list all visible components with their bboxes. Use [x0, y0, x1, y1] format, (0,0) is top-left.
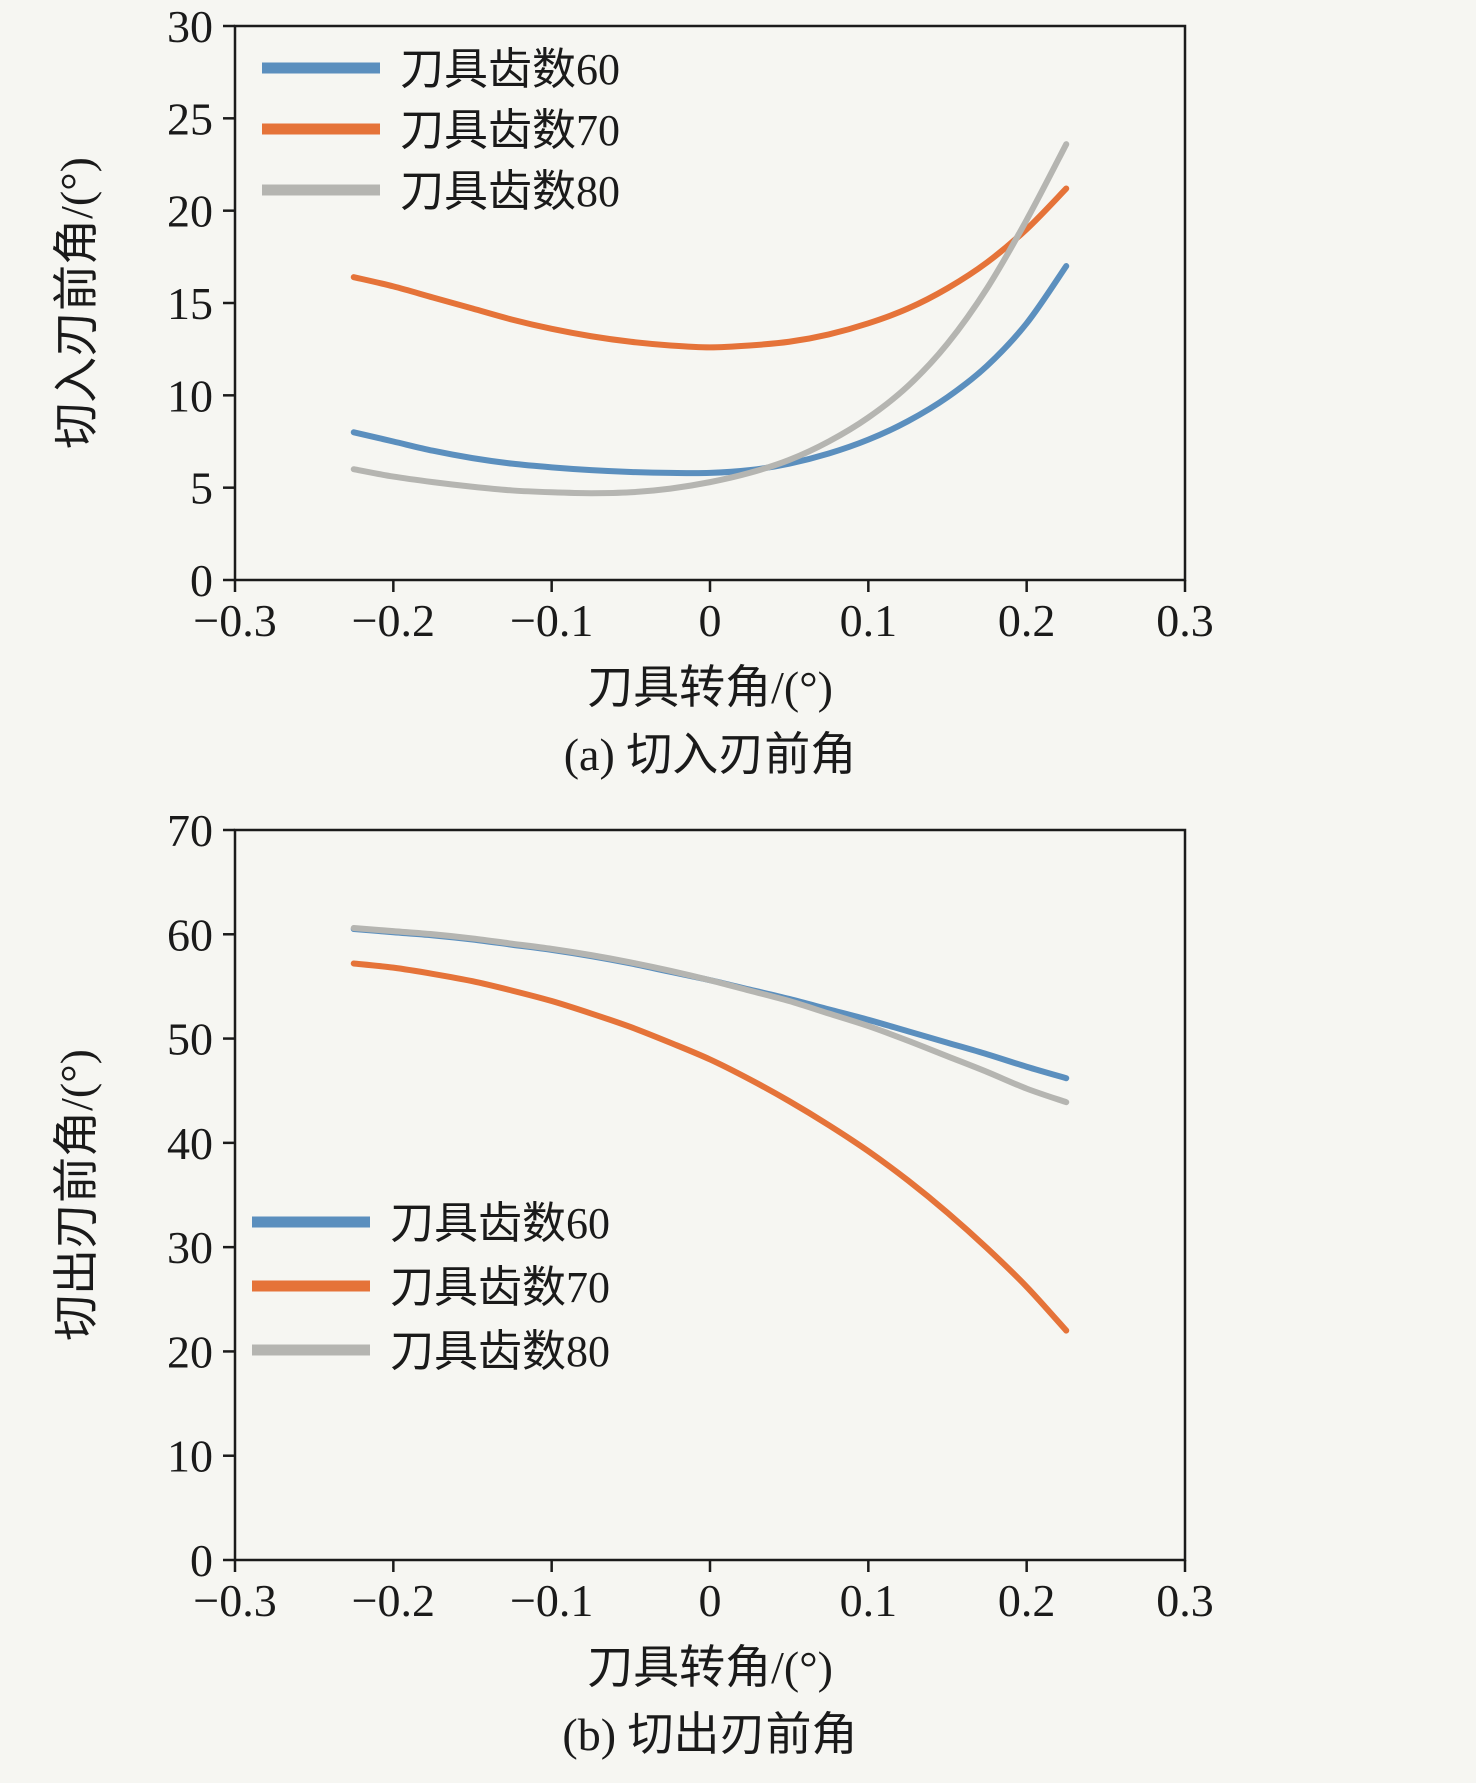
y-tick-label: 10	[167, 1431, 213, 1482]
y-tick-label: 70	[167, 805, 213, 856]
x-tick-label: 0.2	[998, 1575, 1056, 1626]
y-tick-label: 30	[167, 1222, 213, 1273]
chart-b-x-axis-label: 刀具转角/(°)	[587, 1642, 833, 1693]
plot-border	[233, 828, 1187, 1562]
legend-label-2: 刀具齿数80	[390, 1327, 610, 1376]
x-tick-label: 0.1	[840, 595, 898, 646]
legend-label-2: 刀具齿数80	[400, 167, 620, 216]
legend-label-0: 刀具齿数60	[390, 1199, 610, 1248]
x-tick-label: 0.3	[1156, 1575, 1214, 1626]
series-line-1	[350, 960, 1070, 1334]
y-axis-label: 切入刃前角/(°)	[51, 157, 102, 449]
y-tick-label: 60	[167, 909, 213, 960]
y-tick-label: 10	[167, 370, 213, 421]
x-tick-label: −0.3	[193, 1575, 276, 1626]
y-tick-label: 20	[167, 1326, 213, 1377]
y-tick-label: 20	[167, 186, 213, 237]
y-tick-label: 30	[167, 8, 213, 52]
x-tick-label: 0	[699, 595, 722, 646]
legend-label-1: 刀具齿数70	[400, 106, 620, 155]
chart-a-canvas: −0.3 −0.2 −0.1 0 0.1 0.2 0.3 0 5 10 15 20 25 30 切入刃前角/…	[51, 8, 1214, 646]
series-line-0	[350, 926, 1070, 1082]
y-tick-label: 50	[167, 1014, 213, 1065]
x-tick-label: −0.1	[510, 1575, 593, 1626]
x-tick-label: −0.3	[193, 595, 276, 646]
y-tick-label: 5	[190, 463, 213, 514]
series-line-2	[350, 141, 1070, 497]
x-tick-label: −0.1	[510, 595, 593, 646]
chart-b-canvas: −0.3 −0.2 −0.1 0 0.1 0.2 0.3 0 10 20 30 40 50 60 70 切出刃…	[51, 805, 1214, 1626]
y-tick-label: 25	[167, 93, 213, 144]
chart-a-caption: (a) 切入刃前角	[563, 729, 857, 780]
legend-label-1: 刀具齿数70	[390, 1263, 610, 1312]
y-tick-label: 40	[167, 1118, 213, 1169]
y-axis-label: 切出刃前角/(°)	[51, 1049, 102, 1341]
series-line-0	[350, 263, 1070, 477]
chart-b: −0.3 −0.2 −0.1 0 0.1 0.2 0.3 0 10 20 30 40 50 60 70 切出刃…	[0, 790, 1476, 1770]
series-line-2	[350, 925, 1070, 1106]
y-tick-label: 0	[190, 555, 213, 606]
chart-a-x-axis-label: 刀具转角/(°)	[587, 662, 833, 713]
x-tick-label: 0	[699, 1575, 722, 1626]
chart-a: −0.3 −0.2 −0.1 0 0.1 0.2 0.3 0 5 10 15 20 25 30 切入刃前角/…	[0, 8, 1476, 790]
legend-label-0: 刀具齿数60	[400, 45, 620, 94]
x-tick-label: 0.1	[840, 1575, 898, 1626]
series-line-1	[350, 185, 1070, 351]
y-tick-label: 0	[190, 1535, 213, 1586]
x-tick-label: 0.3	[1156, 595, 1214, 646]
x-tick-label: 0.2	[998, 595, 1056, 646]
y-tick-label: 15	[167, 278, 213, 329]
x-tick-label: −0.2	[352, 595, 435, 646]
x-tick-label: −0.2	[352, 1575, 435, 1626]
chart-b-caption: (b) 切出刃前角	[562, 1709, 858, 1760]
